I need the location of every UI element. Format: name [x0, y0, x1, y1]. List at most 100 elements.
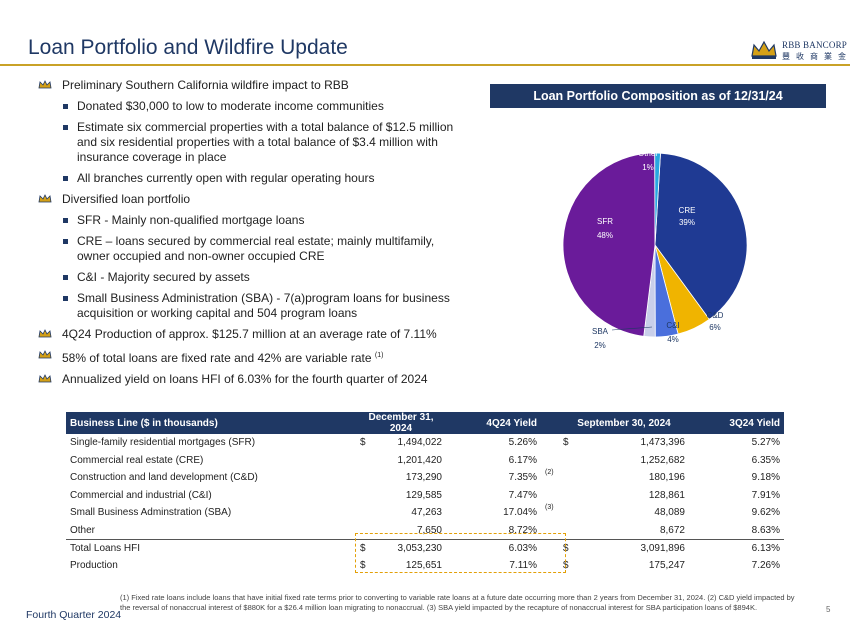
sub-bullet: Estimate six commercial properties with …	[38, 120, 468, 165]
footnote-ref: (1)	[374, 352, 384, 359]
table-row: Construction and land development (C&D) 1…	[66, 469, 784, 487]
table-row: Commercial real estate (CRE) 1,201,420 6.1…	[66, 452, 784, 470]
yield-note	[541, 538, 559, 557]
crown-bullet-icon	[38, 374, 52, 383]
dollar-sign	[559, 469, 577, 487]
dec-balance: 7,650	[416, 524, 442, 536]
pie-label: SBA	[592, 327, 609, 336]
dec-balance: 173,290	[405, 472, 442, 484]
bullet-fixed-rate: 58% of total loans are fixed rate and 42…	[38, 348, 468, 366]
pie-label: C&I	[666, 321, 679, 330]
table-header-row: Business Line ($ in thousands) December …	[66, 412, 784, 434]
q3-yield: 6.13%	[689, 538, 784, 557]
dec-balance: 47,263	[411, 507, 442, 519]
q3-yield: 6.35%	[751, 454, 780, 466]
sep-balance: 8,672	[659, 524, 685, 536]
col-header-sep: September 30, 2024	[559, 412, 689, 434]
dollar-sign: $	[360, 437, 366, 449]
sep-balance: 175,247	[648, 559, 685, 571]
dec-balance: 1,201,420	[397, 454, 443, 466]
sep-balance: 1,252,682	[640, 454, 686, 466]
dollar-sign: $	[360, 559, 366, 571]
col-header-dec: December 31, 2024	[356, 412, 446, 434]
crown-bullet-icon	[38, 350, 52, 359]
pie-label: Other	[638, 149, 658, 158]
yield-note	[541, 434, 559, 452]
crown-bullet-icon	[38, 80, 52, 89]
q3-yield: 7.91%	[751, 489, 780, 501]
sep-balance: 180,196	[648, 472, 685, 484]
bullet-wildfire: Preliminary Southern California wildfire…	[38, 78, 468, 93]
table-row: Other 7,650 8.72% 8,672 8.63%	[66, 522, 784, 540]
q4-yield: 7.11%	[509, 559, 537, 571]
yield-note: (3)	[545, 504, 554, 511]
dollar-sign: $	[356, 538, 374, 557]
crown-logo-icon	[751, 40, 777, 59]
page-number: 5	[826, 605, 831, 614]
pie-value-label: 2%	[594, 341, 606, 350]
sub-bullet: Small Business Administration (SBA) - 7(…	[38, 291, 468, 321]
q3-yield: 8.63%	[751, 524, 780, 536]
q4-yield: 6.03%	[446, 538, 541, 557]
table-row: Commercial and industrial (C&I) 129,585 7.…	[66, 487, 784, 505]
page-title: Loan Portfolio and Wildfire Update	[28, 36, 348, 59]
row-label: Commercial real estate (CRE)	[70, 454, 204, 466]
bullet-yield: Annualized yield on loans HFI of 6.03% f…	[38, 372, 468, 387]
q4-yield: 7.47%	[508, 489, 537, 501]
logo-name: RBB BANCORP	[782, 40, 847, 50]
chart-title: Loan Portfolio Composition as of 12/31/2…	[490, 84, 826, 108]
pie-slice-cre	[654, 152, 748, 320]
yield-note: (2)	[545, 469, 554, 476]
title-divider	[0, 64, 850, 66]
pie-slice-sfr	[562, 152, 656, 337]
dollar-sign	[559, 487, 577, 505]
dollar-sign	[356, 452, 374, 470]
crown-bullet-icon	[38, 194, 52, 203]
sub-bullet: SFR - Mainly non-qualified mortgage loan…	[38, 213, 468, 228]
q4-yield: 8.72%	[508, 524, 537, 536]
row-label: Other	[70, 524, 96, 536]
q3-yield: 9.62%	[751, 507, 780, 519]
dollar-sign: $	[563, 437, 569, 449]
sep-balance: 1,473,396	[640, 437, 686, 449]
row-label: Small Business Adminstration (SBA)	[70, 507, 232, 519]
company-logo: RBB BANCORP 豐 收 商 業 金 控	[750, 38, 850, 64]
col-header-3q-yield: 3Q24 Yield	[689, 412, 784, 434]
row-label: Total Loans HFI	[66, 538, 356, 557]
dec-balance: 125,651	[405, 559, 442, 571]
table-row: Total Loans HFI $3,053,230 6.03% $3,091,896…	[66, 538, 784, 557]
sep-balance: 128,861	[648, 489, 685, 501]
yield-note	[541, 487, 559, 505]
pie-chart: CRE 39% C&D 6% C&I 4% SBA 2% SFR 48% Other 1%	[562, 149, 748, 350]
footnote: (1) Fixed rate loans include loans that …	[120, 593, 795, 612]
production-highlight-box	[355, 533, 566, 573]
pie-label: C&D	[707, 311, 724, 320]
row-label: Commercial and industrial (C&I)	[70, 489, 212, 501]
pie-value-label: 1%	[642, 163, 654, 172]
dollar-sign	[559, 452, 577, 470]
table-row: Single-family residential mortgages (SFR…	[66, 434, 784, 452]
dec-balance: 1,494,022	[397, 437, 443, 449]
logo-chinese: 豐 收 商 業 金 控	[782, 52, 850, 61]
row-label: Single-family residential mortgages (SFR…	[70, 437, 256, 449]
pie-value-label: 6%	[709, 323, 721, 332]
dollar-sign	[559, 504, 577, 522]
sub-bullet: CRE – loans secured by commercial real e…	[38, 234, 468, 264]
sub-bullet: All branches currently open with regular…	[38, 171, 468, 186]
row-label: Construction and land development (C&D)	[70, 472, 258, 484]
q3-yield: 7.26%	[751, 559, 780, 571]
row-label: Production	[70, 559, 118, 571]
loan-table: Business Line ($ in thousands) December …	[66, 412, 784, 574]
yield-note	[541, 452, 559, 470]
q4-yield: 7.35%	[508, 472, 537, 484]
q3-yield: 9.18%	[751, 472, 780, 484]
pie-label: CRE	[679, 206, 696, 215]
pie-value-label: 4%	[667, 335, 679, 344]
q4-yield: 6.17%	[508, 454, 537, 466]
q3-yield: 5.27%	[751, 437, 780, 449]
q4-yield: 17.04%	[503, 507, 537, 519]
dollar-sign	[356, 487, 374, 505]
sep-balance: 3,091,896	[577, 538, 689, 557]
pie-value-label: 48%	[597, 231, 613, 240]
pie-slice-other	[654, 152, 661, 246]
